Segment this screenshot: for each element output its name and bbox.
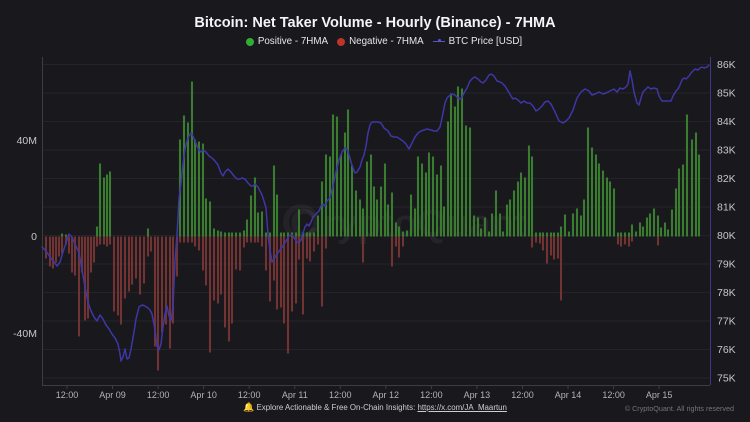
svg-text:80K: 80K — [717, 230, 736, 242]
svg-text:77K: 77K — [717, 316, 736, 328]
svg-text:76K: 76K — [717, 344, 736, 356]
svg-text:12:00: 12:00 — [147, 390, 170, 400]
svg-text:86K: 86K — [717, 59, 736, 71]
svg-text:12:00: 12:00 — [56, 390, 79, 400]
svg-text:Apr 11: Apr 11 — [282, 390, 308, 400]
svg-text:85K: 85K — [717, 88, 736, 100]
svg-text:0: 0 — [31, 231, 37, 243]
svg-text:12:00: 12:00 — [420, 390, 443, 400]
svg-text:Apr 09: Apr 09 — [99, 390, 126, 400]
svg-text:84K: 84K — [717, 116, 736, 128]
svg-text:82K: 82K — [717, 173, 736, 185]
svg-text:Apr 14: Apr 14 — [555, 390, 582, 400]
svg-text:Apr 12: Apr 12 — [373, 390, 400, 400]
svg-text:81K: 81K — [717, 202, 736, 214]
svg-text:12:00: 12:00 — [511, 390, 534, 400]
svg-text:-40M: -40M — [13, 328, 37, 340]
svg-text:12:00: 12:00 — [329, 390, 352, 400]
svg-text:75K: 75K — [717, 373, 736, 385]
svg-text:79K: 79K — [717, 259, 736, 271]
svg-text:Apr 15: Apr 15 — [646, 390, 673, 400]
svg-text:Apr 13: Apr 13 — [464, 390, 491, 400]
svg-text:78K: 78K — [717, 287, 736, 299]
svg-text:12:00: 12:00 — [238, 390, 261, 400]
svg-text:Apr 10: Apr 10 — [190, 390, 217, 400]
svg-text:12:00: 12:00 — [602, 390, 625, 400]
svg-text:83K: 83K — [717, 145, 736, 157]
svg-text:40M: 40M — [17, 135, 37, 147]
